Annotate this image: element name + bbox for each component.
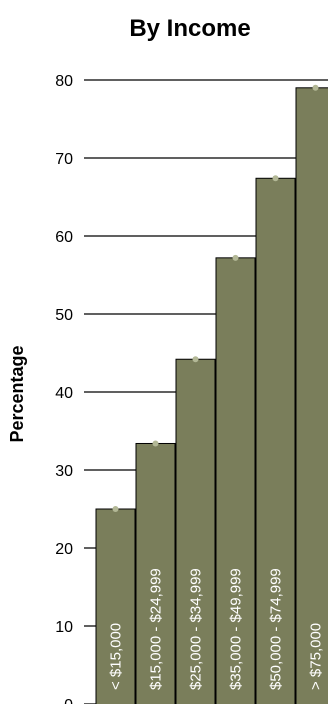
chart-title: By Income	[129, 15, 250, 42]
bar-value-marker	[192, 356, 199, 363]
bar-value-marker	[112, 506, 119, 512]
y-tick-label: 0	[64, 697, 73, 704]
bar-group: $35,000 - $49,999	[215, 254, 256, 707]
category-label: $35,000 - $49,999	[228, 568, 245, 690]
category-label: < $15,000	[108, 623, 125, 690]
category-label: $25,000 - $34,999	[188, 568, 205, 690]
bar-value-marker	[272, 175, 279, 182]
bar-group: < $15,000	[95, 506, 136, 707]
bar	[95, 508, 136, 707]
category-label: > $75,000	[308, 623, 325, 690]
y-tick-label: 30	[55, 463, 73, 480]
bar-group: $50,000 - $74,999	[255, 175, 296, 707]
bar-value-marker	[152, 440, 159, 447]
bar-value-marker	[232, 254, 239, 261]
y-tick-label: 50	[55, 307, 73, 324]
bar-group: $15,000 - $24,999	[135, 440, 176, 707]
y-tick-label: 20	[55, 541, 73, 558]
bar-group: > $75,000	[295, 84, 328, 707]
y-tick-label: 10	[55, 619, 73, 636]
y-axis-ticks: 0 10 20 30 40 50 60 70 80	[55, 73, 73, 709]
y-axis-label: Percentage	[7, 345, 27, 442]
category-label: $15,000 - $24,999	[148, 568, 165, 690]
y-tick-label: 80	[55, 73, 73, 90]
bars: < $15,000 $15,000 - $24,999 $25,000 - $34,…	[95, 84, 328, 707]
bar-group: $25,000 - $34,999	[175, 356, 216, 707]
bar-value-marker	[312, 84, 319, 91]
y-tick-label: 70	[55, 151, 73, 168]
y-tick-label: 60	[55, 229, 73, 246]
bar	[295, 87, 328, 707]
y-tick-label: 40	[55, 385, 73, 402]
category-label: $50,000 - $74,999	[268, 568, 285, 690]
